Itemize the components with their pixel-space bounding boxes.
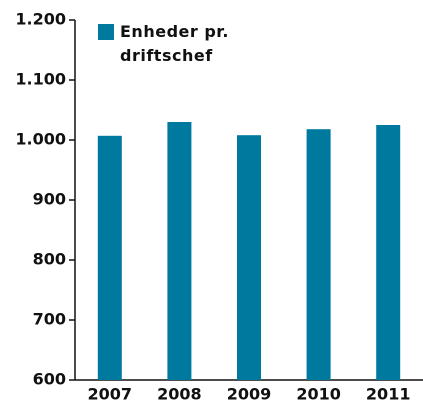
bar (306, 129, 331, 380)
x-tick-label: 2011 (366, 385, 411, 404)
x-tick-label: 2008 (157, 385, 202, 404)
bar (237, 135, 261, 380)
x-tick-label: 2009 (227, 385, 272, 404)
y-tick-label: 600 (33, 370, 66, 389)
y-tick-label: 1.000 (15, 130, 66, 149)
x-tick-label: 2010 (296, 385, 341, 404)
bar (167, 122, 192, 380)
y-tick-label: 1.100 (15, 70, 66, 89)
legend: Enheder pr. driftschef (98, 20, 260, 68)
y-tick-label: 1.200 (15, 10, 66, 29)
bar (97, 135, 122, 380)
x-tick-label: 2007 (88, 385, 133, 404)
legend-swatch (98, 24, 114, 40)
y-tick-label: 700 (33, 310, 66, 329)
bar (376, 125, 401, 380)
y-tick-label: 800 (33, 250, 66, 269)
legend-label: Enheder pr. driftschef (120, 22, 229, 65)
y-tick-label: 900 (33, 190, 66, 209)
